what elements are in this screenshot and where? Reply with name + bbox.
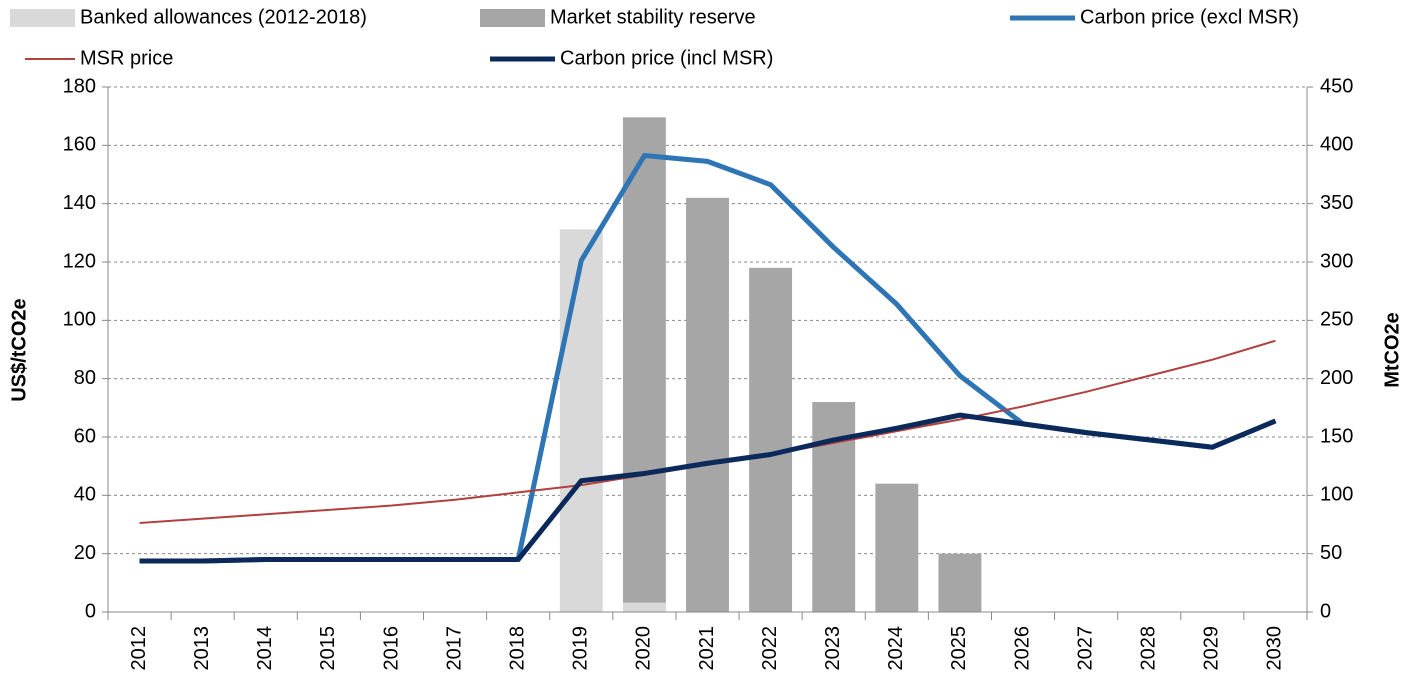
x-tick-label: 2024 [885, 626, 907, 671]
x-tick-label: 2015 [317, 626, 339, 671]
y-tick-label: 20 [74, 542, 96, 564]
y-tick-label: 120 [63, 250, 96, 272]
bar [749, 267, 793, 612]
y-tick-label: 0 [85, 600, 96, 622]
x-tick-label: 2028 [1138, 626, 1160, 671]
y-tick-label: 60 [74, 425, 96, 447]
bar [812, 402, 856, 612]
x-tick-label: 2025 [948, 626, 970, 671]
x-tick-label: 2018 [506, 626, 528, 671]
y2-tick-label: 350 [1320, 192, 1353, 214]
x-tick-label: 2030 [1264, 626, 1286, 671]
y2-tick-label: 400 [1320, 134, 1353, 156]
x-tick-label: 2022 [759, 626, 781, 671]
legend-label: Banked allowances (2012-2018) [80, 6, 367, 28]
y2-tick-label: 0 [1320, 600, 1331, 622]
legend-label: Carbon price (incl MSR) [560, 47, 773, 69]
x-tick-label: 2023 [822, 626, 844, 671]
bar [622, 602, 666, 612]
x-tick-label: 2021 [696, 626, 718, 671]
legend-swatch [480, 9, 545, 27]
bar [622, 117, 666, 603]
legend-swatch [10, 9, 75, 27]
legend-label: Carbon price (excl MSR) [1080, 6, 1299, 28]
x-tick-label: 2013 [191, 626, 213, 671]
legend-label: MSR price [80, 47, 173, 69]
y-tick-label: 40 [74, 484, 96, 506]
y2-tick-label: 150 [1320, 425, 1353, 447]
y-axis-title: US$/tCO2e [8, 298, 30, 401]
bar [559, 229, 603, 613]
legend-label: Market stability reserve [550, 6, 756, 28]
x-tick-label: 2020 [633, 626, 655, 671]
x-tick-label: 2026 [1011, 626, 1033, 671]
y2-tick-label: 200 [1320, 367, 1353, 389]
bar [686, 197, 729, 613]
y-tick-label: 100 [63, 309, 96, 331]
y2-tick-label: 100 [1320, 484, 1353, 506]
x-tick-label: 2012 [128, 626, 150, 671]
y2-tick-label: 250 [1320, 309, 1353, 331]
bar [938, 553, 982, 612]
x-tick-label: 2019 [570, 626, 592, 671]
y-tick-label: 140 [63, 192, 96, 214]
x-tick-label: 2014 [254, 626, 276, 671]
x-tick-label: 2027 [1074, 626, 1096, 671]
bar [875, 483, 919, 612]
y-tick-label: 160 [63, 134, 96, 156]
line [139, 412, 1277, 564]
x-tick-label: 2016 [380, 626, 402, 671]
y2-tick-label: 300 [1320, 250, 1353, 272]
y-tick-label: 180 [63, 75, 96, 97]
y2-tick-label: 450 [1320, 75, 1353, 97]
x-tick-label: 2029 [1201, 626, 1223, 671]
y-tick-label: 80 [74, 367, 96, 389]
y2-axis-title: MtCO2e [1381, 312, 1403, 388]
y2-tick-label: 50 [1320, 542, 1342, 564]
x-tick-label: 2017 [443, 626, 465, 671]
